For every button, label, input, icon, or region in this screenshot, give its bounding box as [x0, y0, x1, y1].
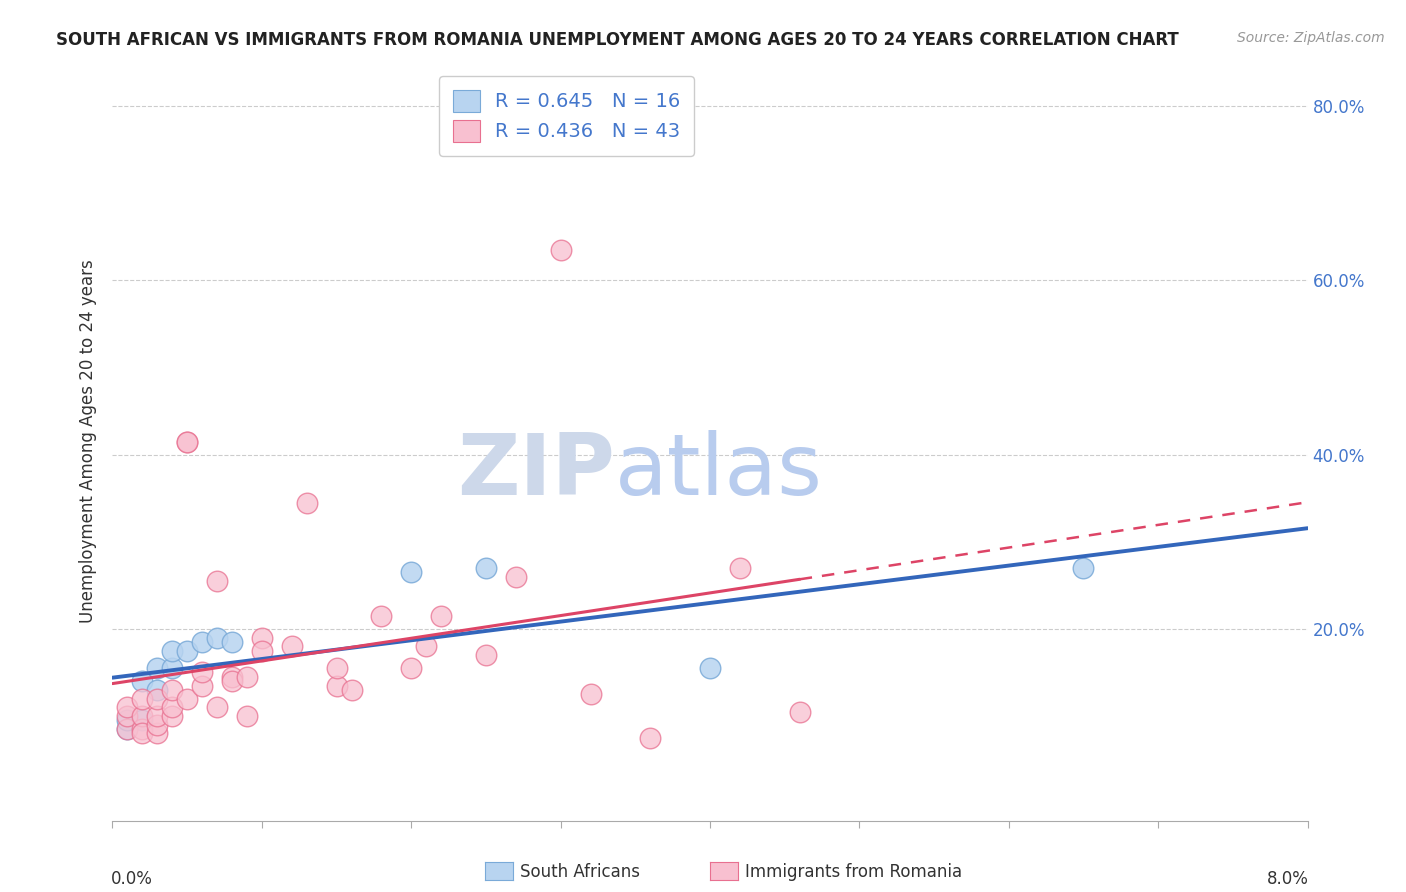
Text: atlas: atlas — [614, 430, 823, 514]
Point — [146, 691, 169, 706]
Point — [117, 700, 139, 714]
Point — [131, 691, 153, 706]
Point — [640, 731, 662, 745]
Point — [236, 670, 259, 684]
Point — [579, 687, 602, 701]
Point — [131, 674, 153, 689]
Y-axis label: Unemployment Among Ages 20 to 24 years: Unemployment Among Ages 20 to 24 years — [79, 260, 97, 624]
Text: ZIP: ZIP — [457, 430, 614, 514]
Point — [325, 661, 347, 675]
Point — [295, 495, 318, 509]
Point — [117, 714, 139, 728]
Point — [162, 643, 183, 657]
Point — [162, 661, 183, 675]
Point — [250, 643, 273, 657]
Point — [176, 434, 198, 449]
Text: South Africans: South Africans — [520, 863, 640, 881]
Text: 0.0%: 0.0% — [111, 870, 153, 888]
Text: 8.0%: 8.0% — [1267, 870, 1309, 888]
Point — [401, 661, 423, 675]
Point — [728, 561, 751, 575]
Point — [191, 679, 214, 693]
Point — [250, 631, 273, 645]
Point — [475, 561, 498, 575]
Point — [191, 635, 214, 649]
Point — [146, 682, 169, 697]
Point — [162, 682, 183, 697]
Point — [205, 574, 228, 588]
Point — [117, 709, 139, 723]
Point — [131, 722, 153, 736]
Point — [205, 700, 228, 714]
Text: Immigrants from Romania: Immigrants from Romania — [745, 863, 962, 881]
Point — [699, 661, 721, 675]
Point — [162, 700, 183, 714]
Point — [430, 608, 453, 623]
Point — [176, 643, 198, 657]
Point — [176, 691, 198, 706]
Point — [117, 722, 139, 736]
Point — [401, 566, 423, 580]
Text: Source: ZipAtlas.com: Source: ZipAtlas.com — [1237, 31, 1385, 45]
Point — [236, 709, 259, 723]
Point — [550, 243, 572, 257]
Point — [789, 705, 811, 719]
Point — [475, 648, 498, 662]
Point — [146, 718, 169, 732]
Point — [191, 665, 214, 680]
Point — [131, 709, 153, 723]
Point — [146, 726, 169, 740]
Point — [505, 569, 527, 583]
Point — [221, 635, 243, 649]
Point — [176, 434, 198, 449]
Point — [131, 726, 153, 740]
Point — [1073, 561, 1095, 575]
Point — [205, 631, 228, 645]
Point — [221, 674, 243, 689]
Point — [221, 670, 243, 684]
Point — [415, 640, 437, 654]
Point — [325, 679, 347, 693]
Point — [162, 709, 183, 723]
Point — [131, 714, 153, 728]
Text: SOUTH AFRICAN VS IMMIGRANTS FROM ROMANIA UNEMPLOYMENT AMONG AGES 20 TO 24 YEARS : SOUTH AFRICAN VS IMMIGRANTS FROM ROMANIA… — [56, 31, 1180, 49]
Point — [340, 682, 363, 697]
Point — [281, 640, 304, 654]
Point — [146, 709, 169, 723]
Point — [117, 722, 139, 736]
Legend: R = 0.645   N = 16, R = 0.436   N = 43: R = 0.645 N = 16, R = 0.436 N = 43 — [439, 76, 695, 156]
Point — [146, 661, 169, 675]
Point — [370, 608, 392, 623]
